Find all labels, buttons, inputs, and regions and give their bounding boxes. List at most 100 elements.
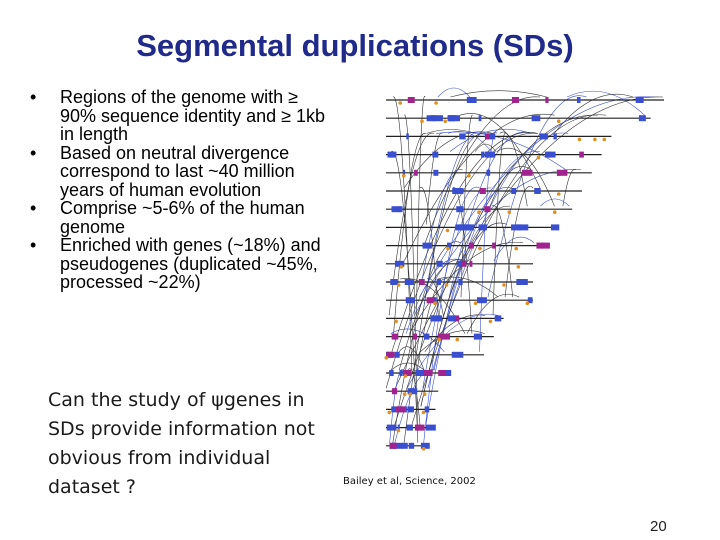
duplication-link (405, 258, 463, 334)
pseudogene-marker (408, 392, 413, 397)
duplication-block (553, 133, 557, 140)
duplication-block (423, 333, 430, 340)
pseudogene-marker (422, 392, 427, 397)
duplication-link (479, 132, 498, 352)
pseudogene-marker (387, 410, 392, 415)
duplication-link (399, 278, 466, 334)
pseudogene-marker (403, 374, 408, 378)
pseudogene-marker (421, 410, 426, 415)
duplication-block (469, 260, 473, 267)
duplication-block (391, 388, 398, 395)
pseudogene-marker (434, 101, 438, 105)
duplication-block (545, 97, 549, 103)
pseudogene-marker (593, 137, 597, 142)
duplication-block (399, 370, 403, 376)
duplication-block (420, 442, 430, 449)
pseudogene-marker (478, 246, 482, 251)
duplication-block (402, 169, 406, 176)
duplication-link (395, 96, 664, 389)
duplication-block (394, 260, 405, 267)
duplication-link (437, 87, 470, 98)
duplication-link (416, 95, 426, 316)
duplication-block (494, 315, 502, 322)
duplication-block (460, 260, 467, 267)
duplication-block (468, 242, 474, 249)
pseudogene-marker (488, 319, 493, 324)
duplication-block (433, 169, 439, 176)
duplication-link (407, 368, 421, 425)
duplication-block (550, 224, 560, 231)
duplication-link (403, 114, 419, 443)
pseudogene-marker (421, 447, 426, 451)
pseudogene-marker (396, 283, 401, 287)
duplication-link (398, 346, 425, 371)
duplication-block (391, 206, 400, 213)
pseudogene-marker (516, 265, 521, 269)
duplication-link (419, 186, 439, 316)
duplication-link (391, 132, 538, 352)
duplication-block (511, 224, 521, 231)
duplication-block (397, 424, 400, 431)
duplication-block (473, 333, 482, 340)
duplication-link (426, 129, 476, 134)
duplication-block (406, 424, 413, 431)
duplication-block (556, 169, 568, 176)
duplication-block (544, 151, 550, 158)
duplication-block (401, 442, 408, 449)
duplication-block (534, 188, 541, 194)
pseudogene-marker (577, 137, 582, 142)
duplication-block (638, 115, 643, 122)
duplication-block (387, 151, 394, 158)
chromosome-duplication-map (384, 87, 664, 451)
duplication-link (391, 362, 425, 371)
duplication-block (386, 351, 395, 358)
duplication-block (407, 97, 415, 103)
slide-title: Segmental duplications (SDs) (136, 28, 574, 63)
duplication-block (455, 224, 463, 231)
duplication-block (394, 351, 400, 358)
duplication-block (407, 406, 414, 413)
duplication-block (433, 297, 437, 304)
pseudogene-marker (507, 210, 512, 214)
duplication-block (436, 279, 442, 285)
duplication-block (426, 115, 437, 122)
duplication-link (423, 186, 480, 443)
pseudogene-marker (443, 119, 448, 123)
duplication-block (452, 188, 464, 194)
pseudogene-marker (473, 301, 478, 305)
research-question: Can the study of ψgenes in SDs provide i… (48, 389, 315, 498)
duplication-block (422, 242, 432, 249)
duplication-block (478, 115, 482, 122)
duplication-block (446, 242, 451, 249)
duplication-block (442, 333, 450, 340)
duplication-block (459, 224, 471, 231)
duplication-block (412, 333, 418, 340)
duplication-block (477, 297, 487, 304)
duplication-block (415, 370, 423, 376)
bullet-item: Comprise ~5-6% of the human genome (30, 199, 330, 236)
pseudogene-marker (433, 301, 437, 305)
duplication-block (479, 188, 486, 194)
duplication-link (427, 132, 569, 389)
bullet-item: Based on neutral divergence correspond t… (30, 143, 330, 200)
duplication-link (424, 96, 541, 243)
duplication-block (424, 406, 430, 413)
duplication-block (403, 370, 412, 376)
duplication-link (562, 169, 577, 207)
duplication-block (408, 442, 415, 449)
duplication-link (419, 96, 655, 298)
duplication-block (430, 315, 442, 322)
pseudogene-marker (455, 337, 460, 342)
pseudogene-marker (514, 246, 518, 251)
duplication-block (457, 260, 462, 267)
duplication-link (499, 131, 528, 207)
duplication-block (487, 151, 491, 158)
duplication-block (466, 97, 477, 103)
duplication-block (438, 370, 447, 376)
pseudogene-marker (446, 246, 450, 251)
duplication-link (394, 114, 598, 425)
duplication-block (486, 169, 490, 176)
pseudogene-marker (420, 119, 424, 123)
duplication-block (392, 442, 403, 449)
duplication-block (391, 333, 399, 340)
